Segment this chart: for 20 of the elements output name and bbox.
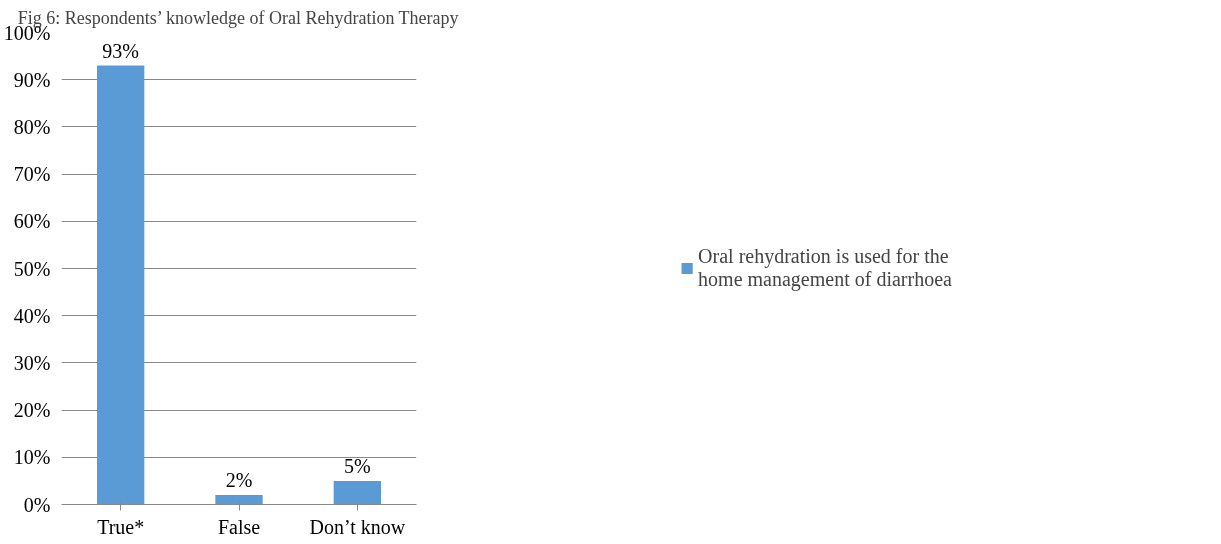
text: 5% [344,454,371,477]
x-tick-label: True* [97,515,145,538]
bar [215,495,263,505]
y-tick-label: 20% [13,399,51,422]
y-tick-label: 90% [13,68,51,91]
x-tick-label: Don’t know [309,515,406,538]
y-tick-label: 60% [13,210,51,233]
text: 93% [102,39,140,62]
text: 2% [225,469,253,492]
x-tick-label: False [217,515,261,538]
y-tick-label: 80% [13,115,51,138]
bar [333,480,381,505]
bar [97,65,145,505]
y-tick-label: 30% [13,351,51,374]
legend-label: Oral rehydration is used for the home management of diarrhoea [698,245,952,291]
y-tick-label: 0% [23,493,51,516]
y-tick-label: 70% [13,163,51,186]
y-tick-label: 40% [13,304,51,327]
y-tick-label: 50% [13,257,51,280]
y-tick-label: 10% [13,446,51,469]
